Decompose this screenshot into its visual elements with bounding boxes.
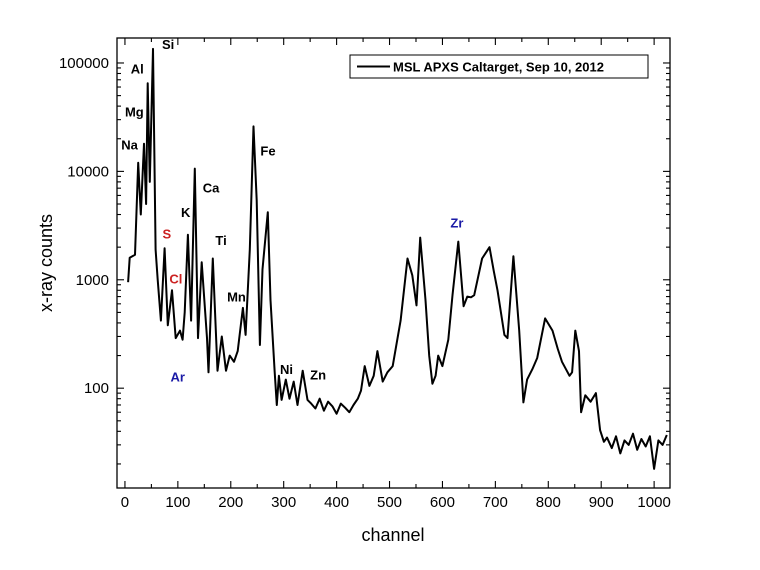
element-label-al: Al — [131, 61, 144, 76]
element-label-si: Si — [162, 37, 174, 52]
x-tick-label: 400 — [324, 494, 349, 511]
element-label-ni: Ni — [280, 362, 293, 377]
axis-ticks — [117, 38, 670, 488]
element-label-mg: Mg — [125, 105, 144, 120]
x-tick-label: 800 — [536, 494, 561, 511]
x-tick-label: 100 — [165, 494, 190, 511]
legend-entry: MSL APXS Caltarget, Sep 10, 2012 — [393, 60, 604, 75]
x-tick-label: 500 — [377, 494, 402, 511]
y-axis-title: x-ray counts — [36, 214, 56, 312]
legend: MSL APXS Caltarget, Sep 10, 2012 — [349, 54, 649, 79]
element-label-ti: Ti — [215, 233, 226, 248]
element-label-k: K — [181, 205, 191, 220]
x-tick-label: 0 — [121, 494, 129, 511]
x-axis-title: channel — [361, 525, 424, 545]
plot-frame — [116, 37, 671, 489]
y-tick-label: 100000 — [59, 55, 109, 72]
y-tick-label: 10000 — [67, 163, 109, 180]
element-label-zr: Zr — [450, 215, 463, 230]
element-labels: Si Al Mg Na Fe Ca KS Ti Cl Mn Ar Ni Zn Zr — [121, 37, 463, 385]
element-label-zn: Zn — [310, 368, 326, 383]
x-tick-label: 200 — [218, 494, 243, 511]
y-tick-labels: 100 1000 10000 100000 — [59, 55, 109, 397]
element-label-ca: Ca — [203, 180, 220, 195]
y-tick-label: 100 — [84, 380, 109, 397]
x-tick-label: 900 — [589, 494, 614, 511]
x-tick-label: 300 — [271, 494, 296, 511]
legend-box — [349, 54, 649, 79]
x-tick-label: 1000 — [637, 494, 670, 511]
element-label-fe: Fe — [260, 144, 275, 159]
x-tick-label: 600 — [430, 494, 455, 511]
element-label-ar: Ar — [170, 370, 184, 385]
element-label-cl: Cl — [169, 272, 182, 287]
x-tick-labels: 0 100 200 300 400 500 600 700 800 900 1000 — [121, 494, 671, 511]
element-label-mn: Mn — [227, 290, 246, 305]
y-tick-label: 1000 — [76, 272, 109, 289]
x-tick-label: 700 — [483, 494, 508, 511]
element-label-s: S — [163, 227, 172, 242]
series-line — [127, 47, 668, 470]
element-label-na: Na — [121, 137, 138, 152]
